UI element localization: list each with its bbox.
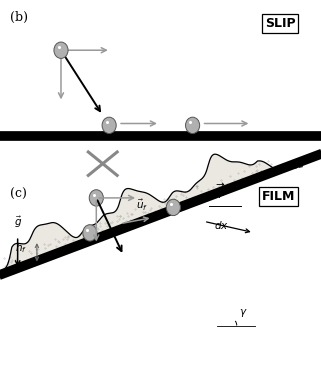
- Circle shape: [83, 225, 97, 241]
- Circle shape: [89, 190, 103, 206]
- Text: (b): (b): [10, 11, 28, 24]
- Text: $\overrightarrow{dp}$: $\overrightarrow{dp}$: [212, 181, 227, 201]
- Circle shape: [102, 117, 116, 134]
- Polygon shape: [0, 154, 282, 279]
- Text: $dx$: $dx$: [214, 219, 229, 231]
- Text: SLIP: SLIP: [265, 17, 295, 30]
- Text: $\vec{u}_f$: $\vec{u}_f$: [136, 198, 149, 213]
- Circle shape: [166, 199, 180, 216]
- Text: (c): (c): [10, 188, 27, 201]
- Text: $h_f$: $h_f$: [15, 242, 27, 256]
- Circle shape: [186, 117, 200, 134]
- Text: FILM: FILM: [262, 190, 295, 203]
- Circle shape: [54, 42, 68, 58]
- Text: $\gamma$: $\gamma$: [239, 307, 248, 319]
- Text: $\vec{g}$: $\vec{g}$: [13, 214, 22, 230]
